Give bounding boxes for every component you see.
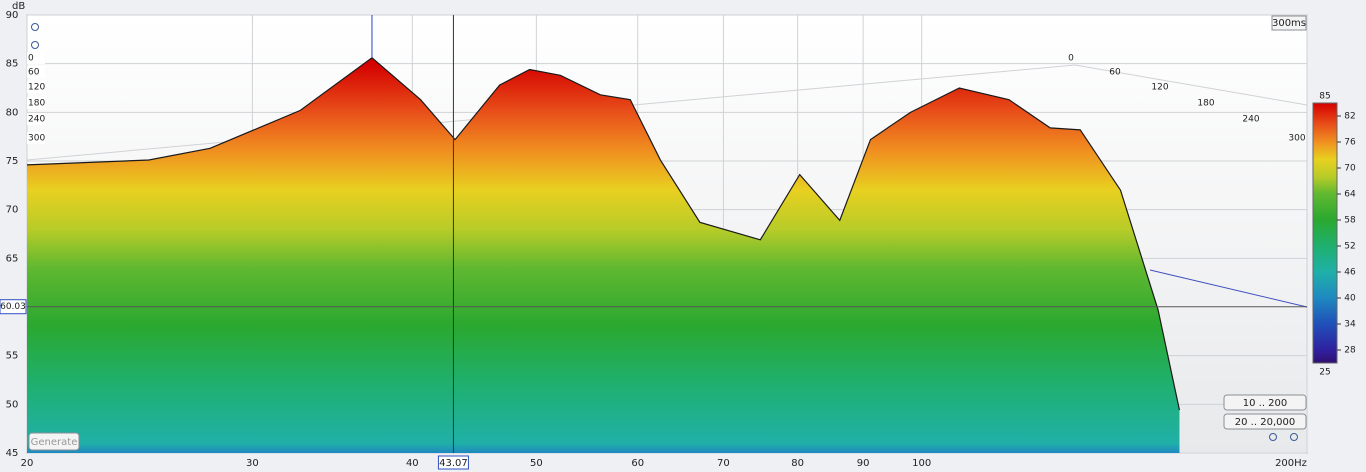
colorbar-label: 46 — [1344, 268, 1356, 278]
time-label: 300 — [28, 134, 45, 144]
time-label: 120 — [28, 83, 45, 93]
y-tick-label: 45 — [6, 448, 19, 459]
colorbar-label: 58 — [1344, 216, 1356, 226]
time-box — [27, 52, 45, 64]
y-tick-label: 70 — [6, 205, 19, 216]
colorbar-label: 52 — [1344, 242, 1355, 252]
time-label: 0 — [28, 54, 34, 64]
cursor-y-label: 60.03 — [0, 302, 26, 312]
time-label: 240 — [28, 115, 45, 125]
y-tick-label: 85 — [6, 59, 19, 70]
y-tick-label: 90 — [6, 10, 19, 21]
cursor-y-box — [0, 299, 27, 315]
y-tick-label: 65 — [6, 253, 19, 264]
time-label: 240 — [1242, 115, 1259, 125]
x-tick-label: 30 — [246, 458, 259, 469]
colorbar — [1312, 102, 1338, 364]
colorbar-label: 40 — [1344, 294, 1356, 304]
time-range-label: 300ms — [1272, 18, 1306, 29]
time-range[interactable]: 300ms — [1271, 15, 1307, 31]
waterfall-ridge — [26, 57, 1181, 411]
colorbar-label: 28 — [1344, 346, 1356, 356]
colorbar-label: 34 — [1344, 320, 1356, 330]
colorbar-label: 82 — [1344, 112, 1355, 122]
waterfall-surface — [27, 57, 1180, 454]
perspective-line — [1149, 269, 1308, 308]
y-tick-label: 75 — [6, 156, 19, 167]
y-tick-label: 50 — [6, 399, 19, 410]
y-axis-label: dB — [12, 1, 25, 12]
colorbar-label: 76 — [1344, 138, 1356, 148]
time-box — [27, 97, 45, 109]
time-box — [27, 132, 45, 144]
time-label: 0 — [1068, 54, 1074, 64]
colorbar-label: 25 — [1319, 368, 1330, 378]
time-label: 180 — [1197, 99, 1214, 109]
time-box — [27, 113, 45, 125]
colorbar-label: 70 — [1344, 164, 1356, 174]
perspective-line — [1074, 64, 1308, 106]
x-tick-label: 90 — [857, 458, 870, 469]
time-label: 300 — [1288, 134, 1305, 144]
x-tick-label: 70 — [717, 458, 730, 469]
zoom-icons[interactable] — [31, 23, 1298, 441]
cursor-x-label: 43.07 — [439, 458, 468, 469]
x-tick-label: 60 — [631, 458, 644, 469]
x-tick-label: 200Hz — [1275, 458, 1307, 469]
y-tick-label: 80 — [6, 107, 19, 118]
colorbar-label: 64 — [1344, 190, 1356, 200]
y-tick-label: 55 — [6, 351, 19, 362]
x-tick-label: 50 — [530, 458, 543, 469]
x-tick-label: 100 — [912, 458, 931, 469]
x-tick-label: 40 — [406, 458, 419, 469]
x-tick-label: 20 — [21, 458, 34, 469]
time-label: 60 — [1109, 68, 1121, 78]
generate-label: Generate — [31, 437, 78, 448]
time-box — [27, 66, 45, 78]
colorbar-label: 85 — [1319, 92, 1330, 102]
x-tick-label: 80 — [791, 458, 804, 469]
time-label: 180 — [28, 99, 45, 109]
cursor-x-box — [437, 455, 469, 470]
time-label: 120 — [1151, 83, 1168, 93]
time-box — [27, 81, 45, 93]
range-button[interactable]: 20 .. 20,000 — [1223, 413, 1307, 430]
range-label: 10 .. 200 — [1243, 398, 1288, 409]
time-label: 60 — [28, 68, 40, 78]
generate-button[interactable]: Generate — [28, 432, 80, 451]
range-label: 20 .. 20,000 — [1235, 417, 1295, 428]
range-button[interactable]: 10 .. 200 — [1223, 394, 1307, 411]
